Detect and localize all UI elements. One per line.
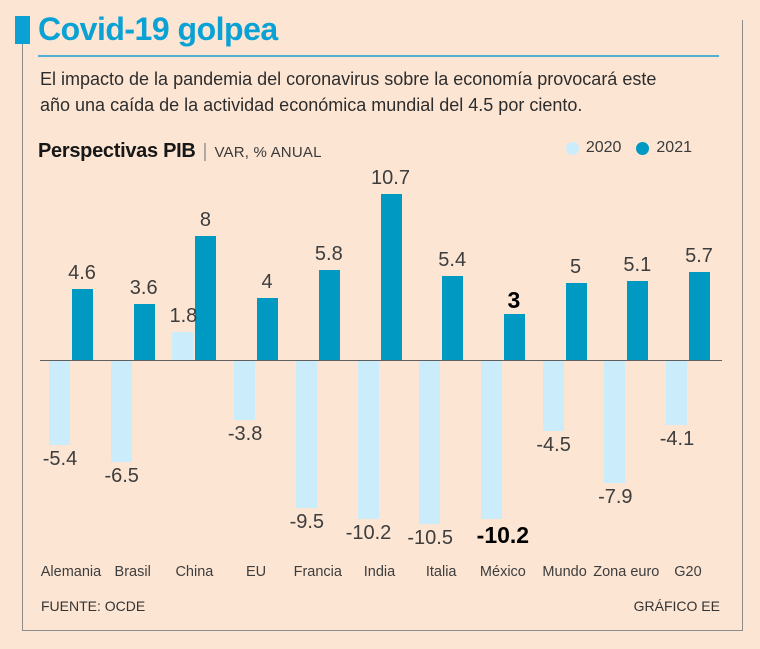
value-label: 5.1	[623, 253, 652, 276]
x-axis-line	[40, 360, 722, 361]
bar-2020	[542, 361, 564, 431]
bar-2021	[503, 313, 525, 360]
value-label: 3	[507, 286, 521, 313]
value-label: -10.2	[345, 522, 392, 545]
chart-units: VAR, % ANUAL	[214, 144, 322, 161]
category-label: China	[175, 564, 214, 580]
legend-item-2020: 2020	[565, 139, 622, 157]
bar-2021	[627, 280, 649, 360]
bar-2020	[295, 361, 317, 509]
bar-2020	[357, 361, 379, 520]
chart-title-separator: |	[202, 141, 208, 162]
category-label: Francia	[293, 564, 342, 580]
subtitle-line-1: El impacto de la pandemia del coronaviru…	[40, 69, 657, 89]
chart-legend: 2020 2021	[565, 139, 692, 157]
bar-2021	[133, 304, 155, 360]
value-label: 1.8	[169, 305, 198, 328]
category-label: Alemania	[40, 564, 102, 580]
credit-note: GRÁFICO EE	[633, 598, 720, 614]
value-label: 5.8	[314, 243, 343, 266]
legend-label-2020: 2020	[585, 139, 622, 156]
legend-dot-2020	[565, 141, 579, 155]
value-label: -10.5	[407, 526, 453, 549]
legend-item-2021: 2021	[636, 139, 692, 157]
value-label: 3.6	[129, 277, 158, 300]
bar-2021	[442, 276, 464, 360]
bar-2021	[195, 236, 217, 360]
bar-2020	[234, 361, 256, 420]
value-label: 4	[261, 271, 273, 293]
title-underline	[38, 55, 719, 57]
bar-2020	[49, 361, 70, 445]
source-note: FUENTE: OCDE	[41, 598, 146, 614]
chart-title: Perspectivas PIB	[38, 140, 196, 162]
value-label: 10.7	[371, 167, 410, 190]
bar-2020	[666, 361, 687, 425]
category-label: Italia	[425, 564, 457, 580]
category-label: México	[479, 564, 526, 580]
content-frame	[22, 20, 743, 631]
bar-2021	[380, 194, 402, 360]
subtitle: El impacto de la pandemia del coronaviru…	[40, 66, 656, 118]
category-label: EU	[246, 564, 267, 580]
bar-2020	[480, 361, 502, 520]
value-label: 5.7	[685, 244, 713, 267]
chart-header: Perspectivas PIB | VAR, % ANUAL	[38, 140, 322, 163]
value-label: -4.5	[536, 433, 571, 456]
bar-2021	[689, 271, 710, 360]
bar-2020	[419, 361, 441, 524]
bar-2021	[318, 270, 340, 360]
bar-2020	[604, 361, 626, 484]
page-title: Covid-19 golpea	[38, 11, 278, 47]
category-label: G20	[674, 564, 702, 580]
value-label: -5.4	[42, 447, 78, 470]
value-label: -6.5	[104, 464, 139, 487]
category-label: India	[363, 564, 396, 580]
bar-2021	[72, 288, 93, 360]
value-label: 4.6	[68, 261, 96, 284]
value-label: -9.5	[289, 511, 325, 534]
category-label: Brasil	[114, 564, 151, 580]
bar-2021	[257, 298, 279, 360]
value-label: -10.2	[476, 522, 530, 549]
value-label: -4.1	[659, 427, 695, 450]
legend-label-2021: 2021	[656, 139, 692, 156]
value-label: 5.4	[438, 249, 467, 272]
value-label: -7.9	[598, 486, 633, 509]
value-label: 5	[570, 255, 582, 278]
value-label: 8	[199, 209, 211, 231]
bar-2020	[110, 361, 132, 462]
subtitle-line-2: año una caída de la actividad económica …	[40, 95, 583, 115]
bar-2021	[565, 282, 587, 360]
title-marker	[15, 16, 30, 44]
bar-2020	[172, 332, 194, 360]
legend-dot-2021	[636, 141, 650, 155]
category-label: Mundo	[542, 564, 587, 580]
category-label: Zona euro	[593, 564, 660, 580]
value-label: -3.8	[227, 422, 263, 445]
